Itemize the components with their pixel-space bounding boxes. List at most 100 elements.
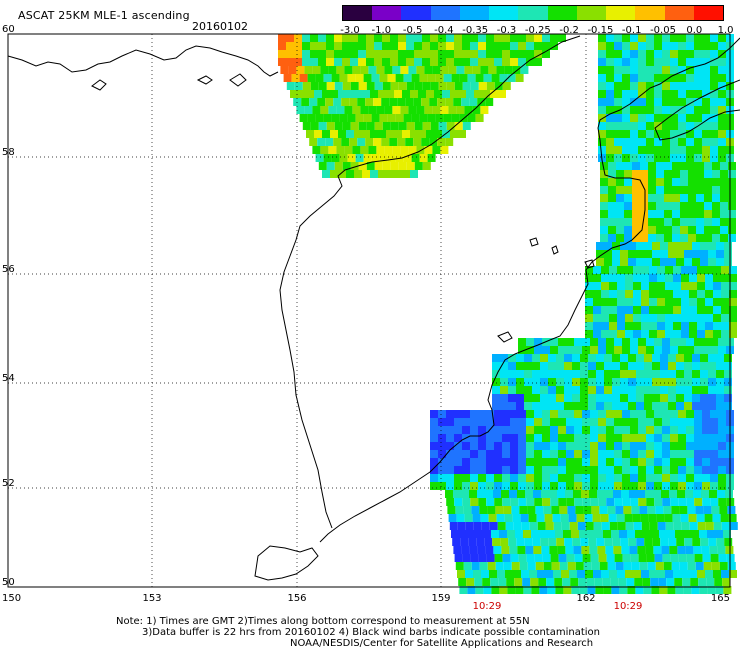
swath-cell bbox=[623, 562, 632, 570]
swath-cell bbox=[494, 410, 502, 418]
swath-cell bbox=[641, 266, 649, 274]
swath-cell bbox=[702, 82, 710, 90]
swath-cell bbox=[344, 106, 353, 114]
swath-cell bbox=[638, 122, 646, 130]
swath-cell bbox=[568, 514, 577, 522]
swath-cell bbox=[534, 466, 542, 474]
swath-cell bbox=[557, 490, 565, 498]
swath-cell bbox=[622, 338, 630, 346]
swath-cell bbox=[710, 138, 718, 146]
swath-cell bbox=[696, 170, 704, 178]
swath-cell bbox=[704, 234, 712, 242]
swath-cell bbox=[609, 330, 617, 338]
swath-cell bbox=[430, 450, 438, 458]
swath-cell bbox=[386, 170, 394, 178]
swath-cell bbox=[320, 106, 329, 114]
swath-cell bbox=[606, 146, 614, 154]
swath-cell bbox=[721, 298, 729, 306]
swath-cell bbox=[708, 354, 716, 362]
swath-cell bbox=[477, 98, 486, 106]
swath-cell bbox=[457, 570, 465, 578]
swath-cell bbox=[508, 394, 516, 402]
swath-cell bbox=[702, 426, 710, 434]
swath-cell bbox=[470, 458, 478, 466]
swath-cell bbox=[686, 434, 694, 442]
swath-cell bbox=[556, 394, 564, 402]
swath-cell bbox=[718, 138, 726, 146]
swath-cell bbox=[660, 250, 668, 258]
swath-cell bbox=[696, 226, 704, 234]
swath-cell bbox=[571, 586, 580, 594]
swath-cell bbox=[673, 314, 681, 322]
swath-cell bbox=[697, 274, 705, 282]
swath-cell bbox=[432, 66, 441, 74]
swath-cell bbox=[413, 98, 422, 106]
swath-cell bbox=[649, 290, 657, 298]
swath-cell bbox=[662, 114, 670, 122]
swath-cell bbox=[550, 474, 558, 482]
lon-label: 165 bbox=[711, 593, 730, 604]
swath-cell bbox=[446, 482, 454, 490]
swath-cell bbox=[451, 114, 460, 122]
color-scale-label: 0.0 bbox=[686, 25, 703, 36]
swath-cell bbox=[628, 370, 636, 378]
swath-cell bbox=[678, 426, 686, 434]
swath-cell bbox=[702, 498, 711, 506]
swath-cell bbox=[649, 266, 657, 274]
swath-cell bbox=[688, 178, 696, 186]
swath-cell bbox=[540, 378, 548, 386]
swath-cell bbox=[710, 554, 719, 562]
swath-cell bbox=[640, 170, 648, 178]
swath-cell bbox=[598, 498, 607, 506]
swath-cell bbox=[524, 354, 532, 362]
swath-cell bbox=[461, 490, 469, 498]
swath-cell bbox=[622, 154, 630, 162]
swath-cell bbox=[702, 34, 710, 42]
swath-cell bbox=[524, 394, 532, 402]
swath-cell bbox=[656, 202, 664, 210]
swath-cell bbox=[681, 274, 689, 282]
swath-cell bbox=[593, 522, 602, 530]
swath-cell bbox=[443, 74, 452, 82]
swath-cell bbox=[694, 98, 702, 106]
swath-cell bbox=[680, 178, 688, 186]
swath-cell bbox=[565, 546, 574, 554]
swath-cell bbox=[621, 490, 629, 498]
swath-cell bbox=[408, 106, 417, 114]
swath-cell bbox=[456, 514, 465, 522]
swath-cell bbox=[527, 506, 536, 514]
swath-cell bbox=[670, 346, 678, 354]
swath-cell bbox=[534, 346, 542, 354]
swath-cell bbox=[638, 474, 646, 482]
swath-cell bbox=[692, 402, 700, 410]
swath-cell bbox=[492, 354, 500, 362]
swath-cell bbox=[486, 50, 494, 58]
swath-cell bbox=[518, 474, 526, 482]
swath-cell bbox=[721, 282, 729, 290]
swath-cell bbox=[593, 314, 601, 322]
swath-cell bbox=[334, 122, 343, 130]
swath-cell bbox=[640, 234, 648, 242]
swath-cell bbox=[703, 506, 712, 514]
swath-cell bbox=[620, 250, 628, 258]
swath-cell bbox=[638, 58, 646, 66]
swath-cell bbox=[526, 34, 534, 42]
swath-cell bbox=[492, 386, 500, 394]
swath-cell bbox=[606, 82, 614, 90]
swath-cell bbox=[675, 586, 684, 594]
swath-cell bbox=[572, 362, 580, 370]
swath-cell bbox=[660, 242, 668, 250]
swath-cell bbox=[590, 554, 599, 562]
swath-cell bbox=[646, 98, 654, 106]
swath-cell bbox=[600, 170, 608, 178]
swath-cell bbox=[406, 82, 415, 90]
swath-cell bbox=[685, 546, 694, 554]
swath-cell bbox=[470, 410, 478, 418]
swath-cell bbox=[617, 522, 626, 530]
swath-cell bbox=[641, 282, 649, 290]
swath-cell bbox=[646, 338, 654, 346]
swath-cell bbox=[665, 570, 673, 578]
swath-cell bbox=[718, 146, 726, 154]
swath-cell bbox=[368, 66, 377, 74]
swath-cell bbox=[516, 394, 524, 402]
